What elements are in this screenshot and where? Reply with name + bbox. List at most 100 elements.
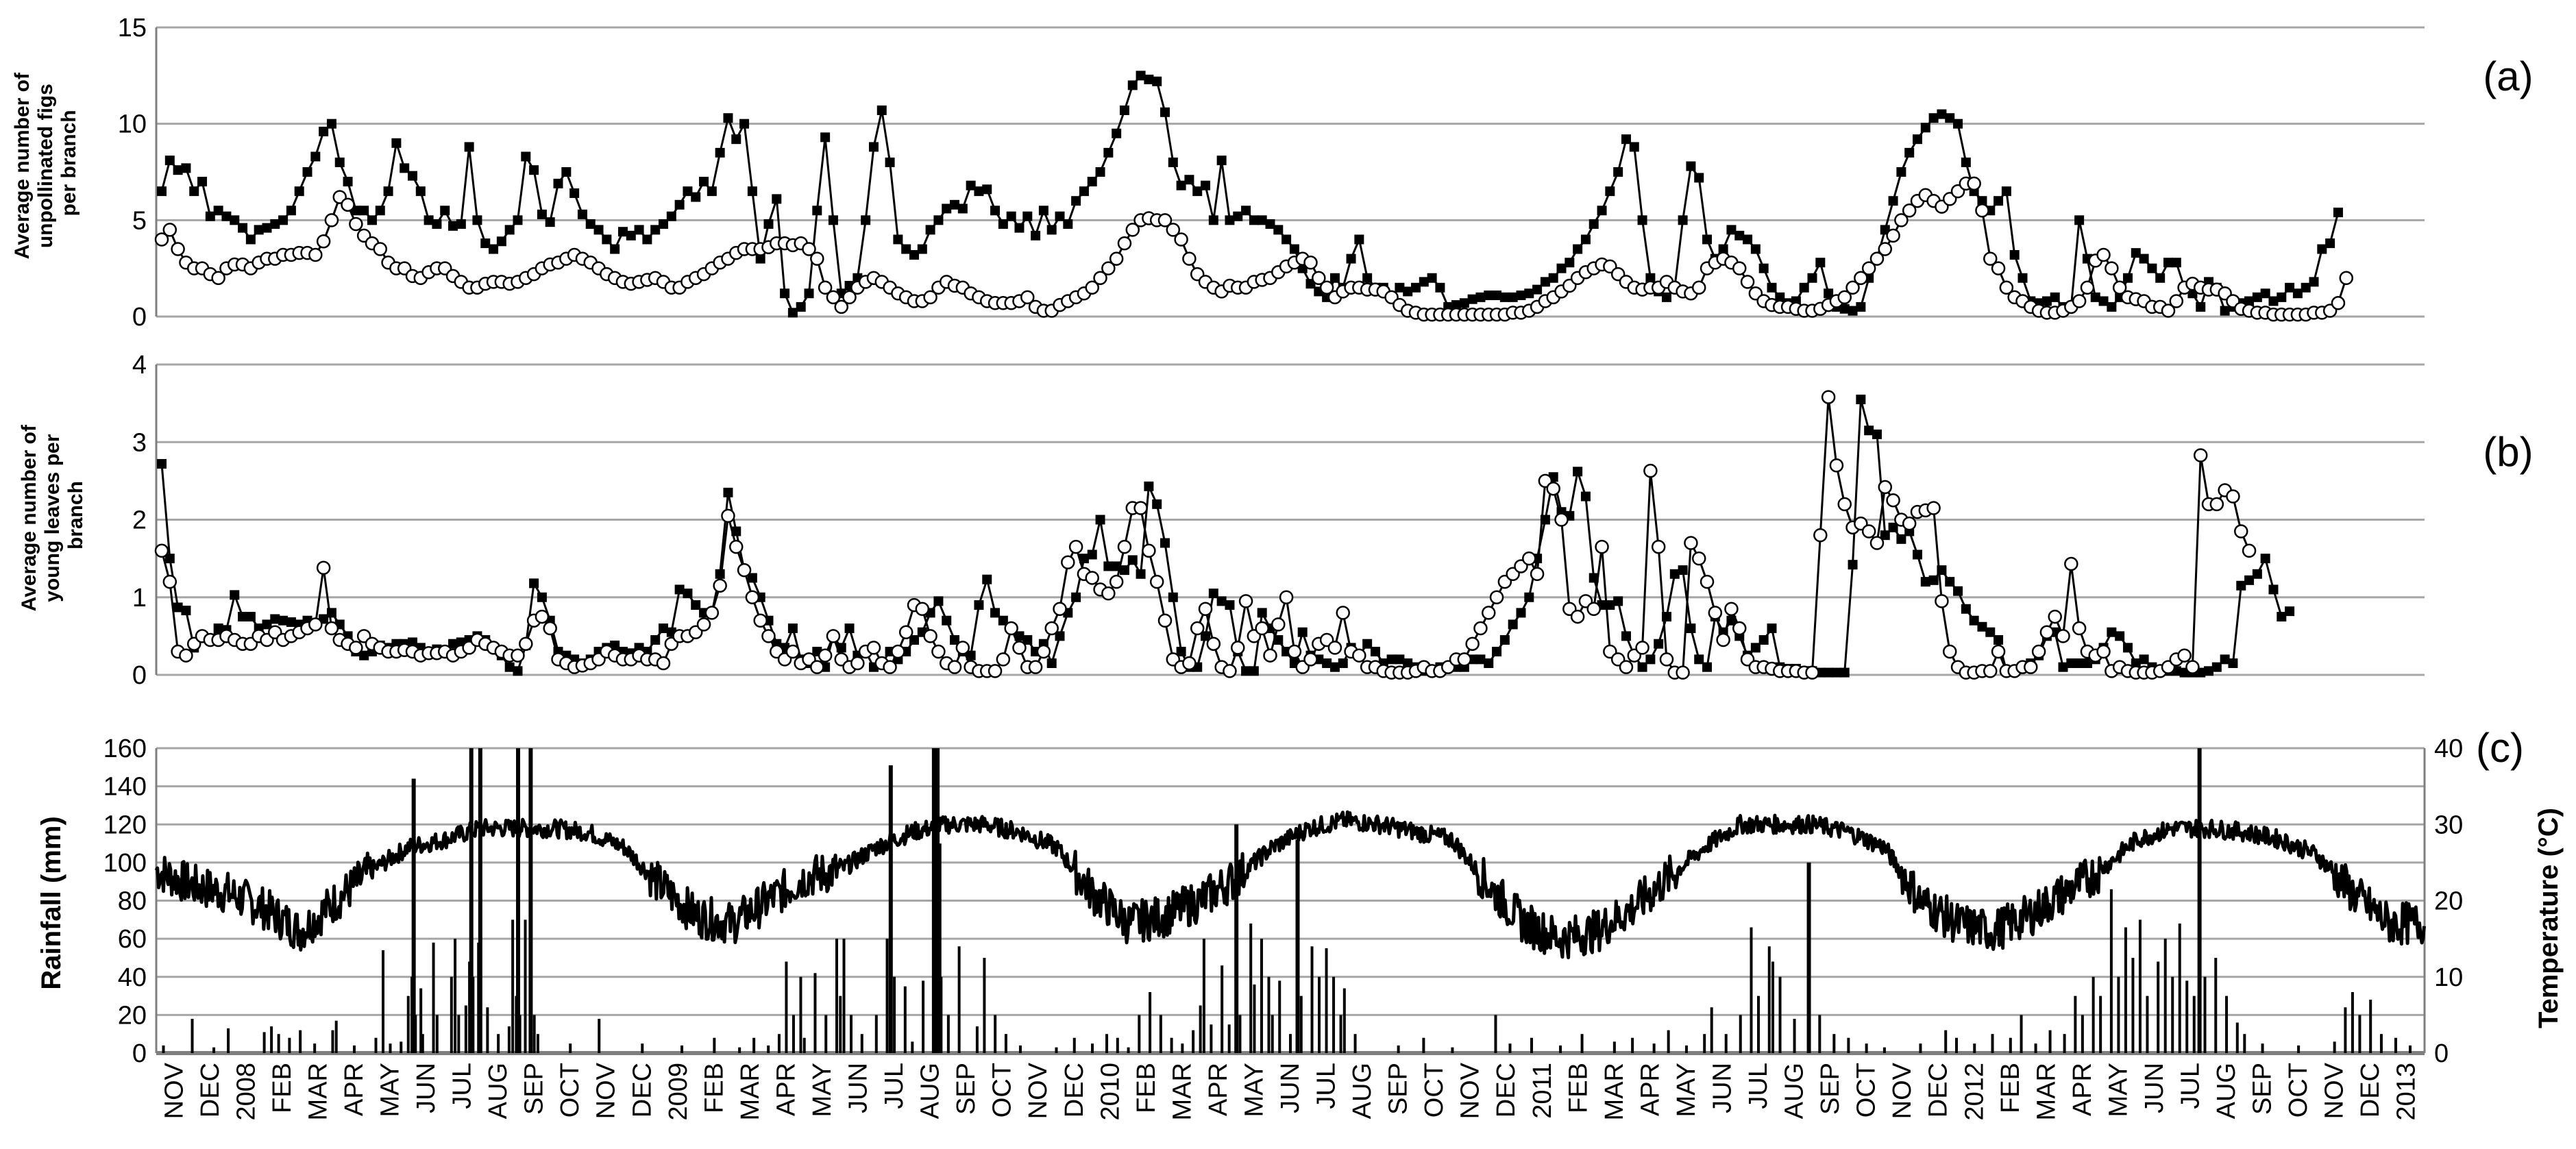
point-a-0-13	[262, 223, 272, 233]
point-a-0-51	[569, 188, 580, 198]
point-a-0-160	[1451, 300, 1462, 310]
point-b-1-115	[1085, 571, 1099, 585]
point-b-0-146	[1338, 658, 1348, 669]
point-a-0-12	[254, 225, 264, 235]
point-a-0-131	[1216, 156, 1227, 166]
point-a-1-1	[162, 223, 177, 237]
panel-a-ylabel: Average number of unpollinated figs per …	[11, 67, 80, 260]
point-b-1-45	[519, 637, 533, 651]
point-a-0-229	[2009, 249, 2020, 260]
point-b-1-226	[1983, 664, 1998, 678]
point-a-1-24	[349, 217, 363, 232]
point-a-0-241	[2107, 301, 2117, 312]
point-a-0-154	[1403, 286, 1413, 297]
point-a-0-106	[1014, 223, 1025, 233]
point-a-0-200	[1775, 292, 1785, 302]
point-b-0-124	[1160, 538, 1170, 548]
point-a-0-97	[942, 203, 952, 214]
point-a-0-39	[472, 215, 482, 225]
point-a-0-260	[2260, 288, 2270, 299]
point-a-0-191	[1702, 234, 1713, 245]
point-b-0-111	[1055, 631, 1065, 641]
point-a-1-117	[1101, 261, 1116, 275]
point-a-0-27	[375, 206, 385, 216]
point-a-0-60	[642, 234, 652, 245]
point-a-0-244	[2131, 248, 2141, 258]
point-a-0-111	[1055, 211, 1065, 221]
point-b-1-83	[826, 629, 841, 643]
point-b-0-46	[529, 578, 539, 589]
point-b-0-236	[2066, 658, 2076, 669]
point-a-1-270	[2339, 271, 2353, 285]
point-a-0-214	[1888, 196, 1898, 206]
point-a-0-14	[270, 219, 280, 229]
point-a-0-223	[1961, 157, 1971, 167]
x-tick-label-36: NOV	[1456, 1062, 1485, 1119]
point-a-0-208	[1839, 304, 1850, 314]
point-a-0-269	[2333, 208, 2343, 218]
x-tick-label-9: AUG	[484, 1063, 513, 1119]
point-b-1-67	[696, 617, 711, 632]
point-a-1-144	[1319, 280, 1334, 295]
point-a-1-212	[1869, 251, 1885, 266]
point-b-0-185	[1654, 639, 1664, 649]
x-tick-label-60: NOV	[2320, 1062, 2349, 1119]
x-tick-label-34: SEP	[1384, 1063, 1413, 1115]
point-b-1-98	[947, 660, 962, 674]
point-b-1-191	[1700, 574, 1715, 589]
y-tick-label-a-0: 0	[132, 303, 147, 332]
point-a-0-91	[893, 234, 903, 245]
point-b-0-254	[2211, 662, 2222, 672]
point-b-0-136	[1257, 608, 1267, 618]
point-b-0-141	[1297, 627, 1308, 637]
point-b-0-145	[1329, 662, 1340, 672]
panel-c-y2-ticks: 0 10 20 30 40	[2434, 734, 2463, 1068]
point-a-0-125	[1168, 157, 1178, 167]
point-a-0-69	[715, 147, 725, 158]
point-b-0-215	[1896, 534, 1906, 544]
x-tick-label-3: FEB	[268, 1063, 297, 1113]
point-b-0-190	[1694, 654, 1704, 665]
point-a-0-61	[650, 225, 661, 235]
point-a-0-148	[1354, 234, 1364, 245]
point-a-0-265	[2301, 282, 2311, 293]
point-b-0-47	[537, 592, 547, 602]
point-a-0-88	[868, 142, 879, 152]
point-a-0-133	[1233, 211, 1243, 221]
point-b-0-64	[674, 584, 685, 595]
point-b-0-0	[157, 458, 167, 469]
point-a-0-227	[1994, 196, 2004, 206]
point-a-1-227	[1991, 261, 2006, 275]
point-a-0-82	[820, 132, 831, 143]
point-a-0-83	[828, 215, 838, 225]
point-b-1-134	[1238, 594, 1253, 608]
point-b-0-255	[2220, 654, 2230, 665]
point-a-0-186	[1662, 292, 1671, 302]
point-a-1-80	[802, 242, 816, 256]
point-a-0-247	[2155, 273, 2166, 283]
point-a-0-89	[876, 105, 887, 115]
point-a-0-135	[1249, 215, 1259, 225]
y-tick-label-b-2: 2	[132, 506, 147, 535]
point-a-0-259	[2252, 292, 2262, 302]
x-tick-label-33: AUG	[1348, 1063, 1377, 1119]
point-a-0-104	[998, 219, 1008, 229]
point-a-0-79	[796, 301, 806, 312]
point-a-0-193	[1718, 244, 1728, 254]
point-a-0-123	[1152, 76, 1162, 86]
point-a-0-20	[319, 126, 329, 136]
point-b-0-189	[1686, 623, 1696, 634]
point-b-1-109	[1036, 644, 1051, 659]
point-a-0-197	[1750, 244, 1761, 254]
point-a-0-59	[634, 225, 644, 235]
point-a-1-249	[2169, 294, 2184, 308]
point-b-1-232	[2031, 644, 2046, 659]
point-b-1-91	[891, 644, 905, 659]
x-tick-label-23: OCT	[988, 1063, 1017, 1117]
point-b-0-93	[909, 635, 919, 645]
point-b-1-73	[745, 590, 760, 604]
point-b-1-105	[1004, 621, 1018, 636]
x-tick-label-25: DEC	[1060, 1063, 1089, 1117]
point-a-1-83	[826, 290, 841, 305]
